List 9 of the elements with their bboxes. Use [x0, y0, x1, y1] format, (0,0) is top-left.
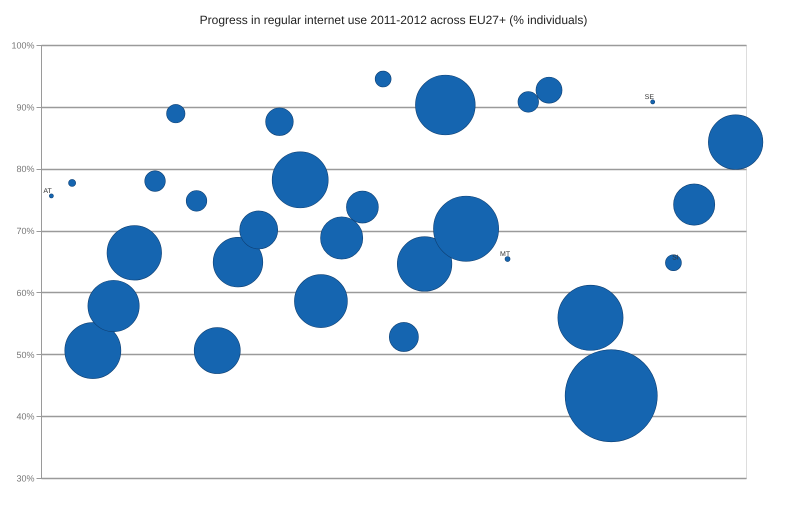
y-tick-label: 80%	[16, 164, 34, 174]
y-tick-label: 100%	[11, 40, 34, 50]
y-tick-label: 30%	[16, 474, 34, 484]
chart-title: Progress in regular internet use 2011-2012 across EU27+ (% individuals)	[200, 13, 588, 27]
y-tick-label: 50%	[16, 350, 34, 360]
y-tick-label: 70%	[16, 226, 34, 236]
y-tick-label: 40%	[16, 412, 34, 422]
y-tick-label: 60%	[16, 288, 34, 298]
y-tick-label: 90%	[16, 102, 34, 112]
